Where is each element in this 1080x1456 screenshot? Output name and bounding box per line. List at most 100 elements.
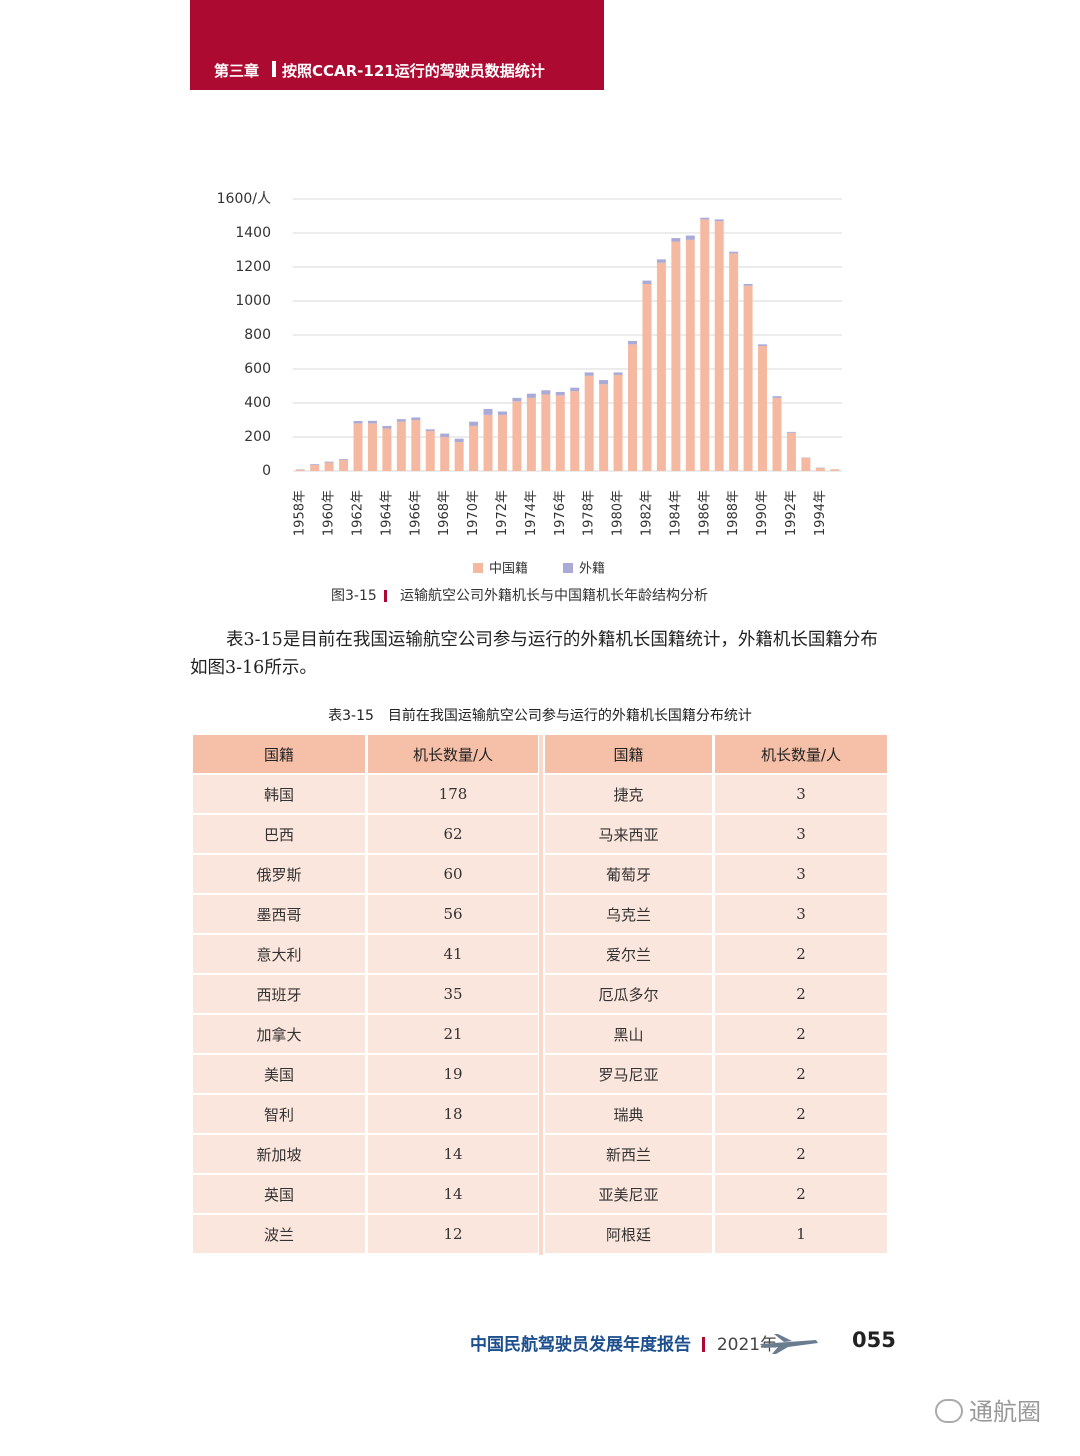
report-year: 2021年 (716, 1335, 778, 1355)
header-cell: 机长数量/人 (715, 735, 887, 773)
bar-segment (454, 442, 464, 471)
bar-segment (526, 393, 536, 398)
header-cell: 机长数量/人 (368, 735, 538, 773)
y-tick-label: 1600/人 (217, 191, 271, 207)
x-tick-label: 1978年 (582, 490, 597, 536)
y-tick-label: 800 (244, 327, 271, 343)
bar-segment (555, 395, 565, 471)
x-tick-label: 1974年 (524, 490, 539, 536)
chapter-title: 按照CCAR-121运行的驾驶员数据统计 (282, 62, 545, 80)
legend-label: 中国籍 (489, 561, 528, 577)
y-tick-label: 0 (262, 463, 271, 479)
bar-segment (628, 340, 638, 345)
bar-segment (642, 280, 652, 284)
table-cell: 2 (715, 1135, 887, 1173)
bar-segment (483, 414, 493, 471)
bar-segment (382, 425, 392, 429)
column-divider (539, 735, 543, 1255)
bar-segment (685, 239, 695, 471)
x-tick-label: 1982年 (639, 490, 654, 536)
bar-segment (671, 238, 681, 242)
header-cell: 国籍 (545, 735, 712, 773)
table-cell: 意大利 (193, 935, 365, 973)
bar-segment (758, 344, 768, 347)
x-tick-label: 1962年 (351, 490, 366, 536)
chart: 图3-15 运输航空公司外籍机长与中国籍机长年龄结构分析 0 200 400 600 8… (217, 191, 842, 604)
bar-segment (353, 423, 363, 471)
bar-segment (830, 469, 840, 471)
plane-icon (760, 1334, 818, 1354)
bar-segment (339, 459, 349, 471)
table-cell: 178 (368, 775, 538, 813)
y-tick-label: 600 (244, 361, 271, 377)
x-tick-label: 1986年 (697, 490, 712, 536)
table-cell: 罗马尼亚 (545, 1055, 712, 1093)
bar-segment (310, 464, 320, 466)
y-tick-label: 1200 (235, 259, 271, 275)
x-tick-label: 1960年 (322, 490, 337, 536)
bar-segment (613, 374, 623, 471)
bar-segment (628, 344, 638, 471)
x-tick-label: 1964年 (379, 490, 394, 536)
table-cell: 14 (368, 1135, 538, 1173)
table-cell: 厄瓜多尔 (545, 975, 712, 1013)
bar-segment (729, 251, 739, 254)
bar-segment (599, 380, 609, 385)
bar-segment (541, 390, 551, 395)
table-cell: 60 (368, 855, 538, 893)
table-cell: 英国 (193, 1175, 365, 1213)
table-cell: 西班牙 (193, 975, 365, 1013)
table-cell: 56 (368, 895, 538, 933)
table: 国籍 机长数量/人 国籍 机长数量/人 韩国 178 捷克 3 巴西 62 马来西亚 3 俄罗斯 60 葡萄… (193, 735, 887, 1255)
bar-segment (324, 461, 334, 463)
x-tick-label: 1984年 (668, 490, 683, 536)
bar-segment (295, 469, 305, 471)
watermark: 通航圈 (935, 1392, 1041, 1427)
y-tick-label: 1000 (235, 293, 271, 309)
bar-segment (396, 421, 406, 471)
bar-segment (772, 396, 782, 398)
table-cell: 乌克兰 (545, 895, 712, 933)
table-cell: 62 (368, 815, 538, 853)
bar-segment (469, 421, 479, 426)
bar-segment (353, 421, 363, 424)
bar-segment (541, 394, 551, 471)
bar-segment (729, 253, 739, 471)
bar-segment (584, 372, 594, 376)
bar-segment (642, 284, 652, 471)
table-cell: 2 (715, 1095, 887, 1133)
table-cell: 3 (715, 775, 887, 813)
x-tick-label: 1992年 (784, 490, 799, 536)
x-tick-label: 1966年 (408, 490, 423, 536)
bar-segment (526, 397, 536, 471)
bar-segment (469, 425, 479, 471)
legend-swatch (563, 563, 573, 573)
table-cell: 阿根廷 (545, 1215, 712, 1253)
bar-segment (570, 391, 580, 471)
table-cell: 新加坡 (193, 1135, 365, 1173)
table-cell: 韩国 (193, 775, 365, 813)
watermark-text: 通航圈 (969, 1398, 1041, 1426)
table-cell: 3 (715, 895, 887, 933)
bar-segment (425, 429, 435, 432)
table-cell: 35 (368, 975, 538, 1013)
table-label: 表3-15 (328, 708, 374, 724)
table-cell: 巴西 (193, 815, 365, 853)
x-tick-label: 1970年 (466, 490, 481, 536)
legend-swatch (473, 563, 483, 573)
y-tick-label: 200 (244, 429, 271, 445)
bar-segment (656, 262, 666, 471)
bar-segment (613, 372, 623, 375)
table-cell: 捷克 (545, 775, 712, 813)
x-tick-label: 1980年 (611, 490, 626, 536)
table-cell: 14 (368, 1175, 538, 1213)
table-cell: 墨西哥 (193, 895, 365, 933)
table-cell: 1 (715, 1215, 887, 1253)
table-cell: 12 (368, 1215, 538, 1253)
table-cell: 2 (715, 1015, 887, 1053)
bar-segment (425, 431, 435, 471)
table-cell: 3 (715, 815, 887, 853)
bar-segment (367, 423, 377, 471)
y-tick-label: 1400 (235, 225, 271, 241)
